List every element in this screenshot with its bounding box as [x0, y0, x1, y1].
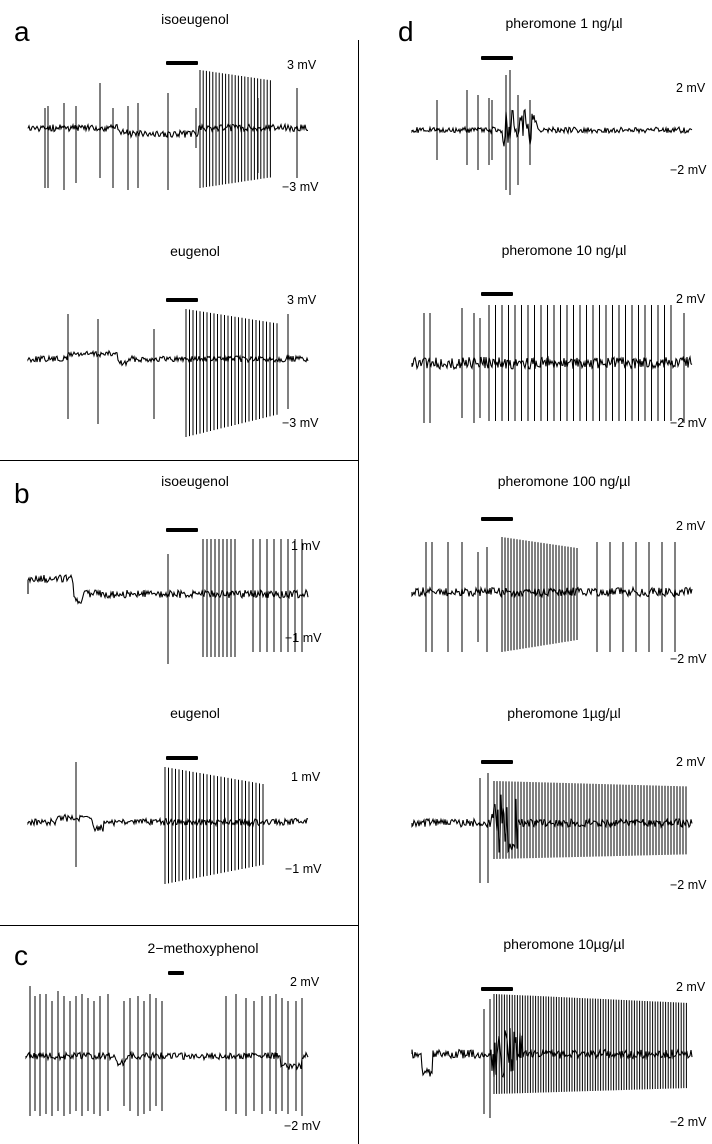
divider-b-c — [0, 925, 358, 926]
stimulus-bar-b2 — [166, 756, 198, 760]
scale-top-d3: 2 mV — [676, 519, 706, 533]
trace-title-d3: pheromone 100 ng/µl — [497, 473, 631, 489]
scale-top-d5: 2 mV — [676, 980, 706, 994]
scale-bottom-a2: −3 mV — [282, 416, 319, 430]
panel-label-d: d — [398, 16, 414, 47]
trace-title-d5: pheromone 10µg/µl — [503, 936, 625, 952]
scale-top-b2: 1 mV — [291, 770, 321, 784]
stimulus-bar-a2 — [166, 298, 198, 302]
panel-label-a: a — [14, 16, 30, 47]
scale-top-d1: 2 mV — [676, 81, 706, 95]
voltage-trace-b2 — [27, 762, 309, 884]
trace-title-b1: isoeugenol — [161, 473, 229, 489]
scale-bottom-b1: −1 mV — [285, 631, 322, 645]
scale-top-d4: 2 mV — [676, 755, 706, 769]
stimulus-bar-b1 — [166, 528, 198, 532]
scale-bottom-d1: −2 mV — [670, 163, 707, 177]
scale-top-d2: 2 mV — [676, 292, 706, 306]
voltage-trace-c1 — [25, 986, 309, 1116]
trace-title-a1: isoeugenol — [161, 11, 229, 27]
scale-top-a2: 3 mV — [287, 293, 317, 307]
voltage-trace-a2 — [27, 309, 309, 437]
stimulus-bar-d3 — [481, 517, 513, 521]
scale-bottom-c1: −2 mV — [284, 1119, 321, 1133]
voltage-trace-d4 — [411, 773, 693, 883]
trace-title-a2: eugenol — [170, 243, 220, 259]
scale-top-b1: 1 mV — [291, 539, 321, 553]
scale-bottom-d2: −2 mV — [670, 416, 707, 430]
scale-top-c1: 2 mV — [290, 975, 320, 989]
stimulus-bar-d2 — [481, 292, 513, 296]
voltage-trace-d2 — [411, 305, 693, 423]
stimulus-bar-d5 — [481, 987, 513, 991]
trace-title-d1: pheromone 1 ng/µl — [505, 15, 623, 31]
stimulus-bar-d1 — [481, 56, 513, 60]
scale-top-a1: 3 mV — [287, 58, 317, 72]
voltage-trace-d3 — [411, 537, 693, 652]
voltage-trace-d1 — [411, 70, 693, 195]
trace-title-d2: pheromone 10 ng/µl — [501, 242, 627, 258]
panel-label-c: c — [14, 940, 28, 971]
stimulus-bar-c1 — [168, 971, 184, 975]
trace-title-c1: 2−methoxyphenol — [147, 940, 259, 956]
stimulus-bar-d4 — [481, 760, 513, 764]
voltage-trace-d5 — [411, 994, 693, 1118]
scale-bottom-d3: −2 mV — [670, 652, 707, 666]
scale-bottom-b2: −1 mV — [285, 862, 322, 876]
scale-bottom-d4: −2 mV — [670, 878, 707, 892]
trace-title-b2: eugenol — [170, 705, 220, 721]
trace-title-d4: pheromone 1µg/µl — [507, 705, 621, 721]
divider-a-b — [0, 460, 358, 461]
vertical-divider — [358, 40, 359, 1144]
scale-bottom-a1: −3 mV — [282, 180, 319, 194]
stimulus-bar-a1 — [166, 61, 198, 65]
scale-bottom-d5: −2 mV — [670, 1115, 707, 1129]
voltage-trace-a1 — [27, 70, 308, 190]
voltage-trace-b1 — [27, 539, 309, 664]
panel-label-b: b — [14, 478, 30, 509]
